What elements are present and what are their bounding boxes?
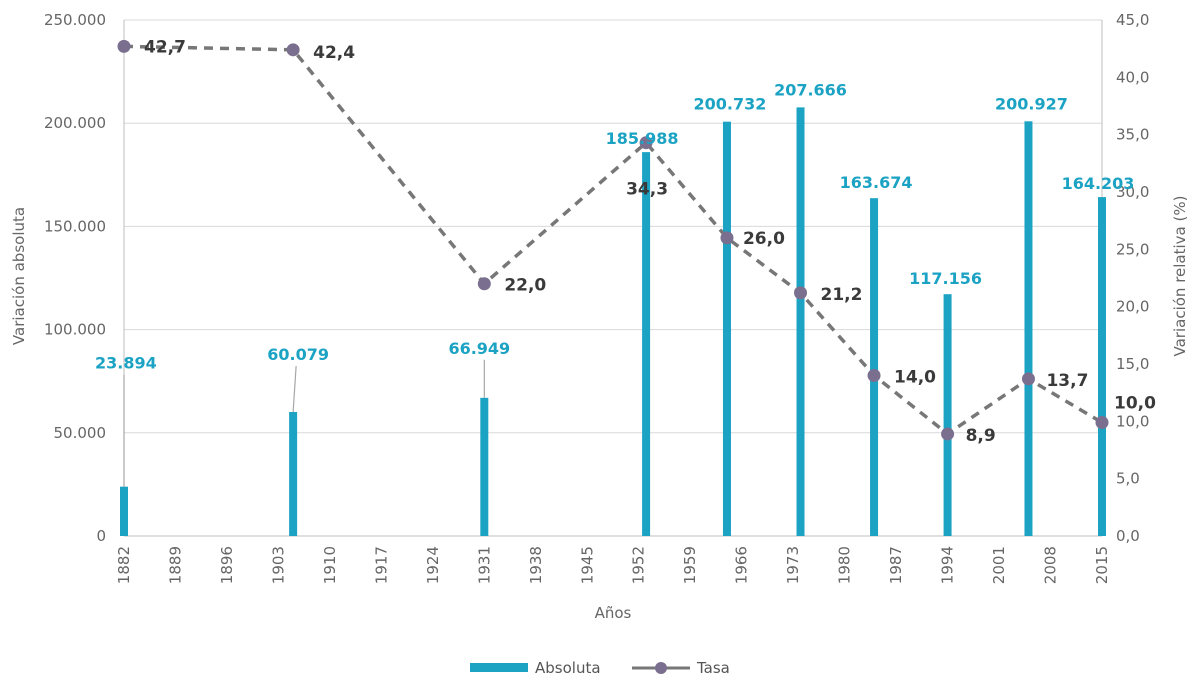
y-right-tick-label: 0,0	[1116, 527, 1140, 545]
bar	[1024, 121, 1033, 536]
x-tick-label: 1917	[372, 546, 390, 584]
line-series-tasa	[117, 39, 1109, 441]
rate-point	[639, 136, 653, 150]
rate-point	[941, 427, 955, 441]
rate-value-label: 8,9	[966, 426, 996, 446]
x-tick-label: 2001	[990, 546, 1008, 584]
rate-point	[477, 277, 491, 291]
x-tick-label: 1889	[166, 546, 184, 584]
y-right-tick-label: 35,0	[1116, 126, 1149, 144]
x-tick-label: 2008	[1042, 546, 1060, 584]
bar-value-label: 117.156	[909, 269, 982, 288]
x-tick-label: 1966	[733, 546, 751, 584]
x-axis-title: Años	[595, 604, 632, 622]
x-tick-label: 1924	[424, 546, 442, 584]
rate-point	[867, 368, 881, 382]
rate-value-label: 34,3	[626, 180, 668, 200]
x-tick-label: 2015	[1093, 546, 1111, 584]
y-right-tick-label: 40,0	[1116, 68, 1149, 86]
y-right-tick-label: 20,0	[1116, 298, 1149, 316]
y-left-tick-label: 50.000	[54, 424, 107, 442]
rate-value-label: 42,4	[313, 43, 355, 63]
bar	[722, 121, 731, 537]
axes: 0 50.000 100.000 150.000 200.000 250.000 0,0 5,…	[44, 11, 1149, 584]
rate-point	[286, 43, 300, 57]
x-tick-label: 1987	[887, 546, 905, 584]
bar-value-label: 207.666	[774, 80, 847, 99]
legend-swatch-absoluta	[470, 663, 528, 672]
rate-value-label: 22,0	[504, 276, 546, 296]
bar	[870, 198, 879, 536]
legend-label-tasa: Tasa	[696, 659, 730, 677]
bar-value-label: 200.732	[694, 95, 767, 114]
bar	[642, 152, 651, 536]
rate-value-label: 42,7	[144, 37, 186, 57]
data-labels: 23.894 60.079 66.949 185.988 200.732 207.666 1…	[95, 37, 1156, 446]
rate-point	[1021, 372, 1035, 386]
y-left-tick-label: 100.000	[44, 321, 106, 339]
bar	[796, 107, 805, 536]
bar-value-label: 23.894	[95, 354, 157, 373]
y-right-tick-label: 30,0	[1116, 183, 1149, 201]
y-axis-right-title: Variación relativa (%)	[1171, 196, 1189, 357]
x-tick-label: 1980	[836, 546, 854, 584]
bar-value-label: 163.674	[840, 173, 913, 192]
rate-value-label: 26,0	[743, 229, 785, 249]
grid-lines	[124, 19, 1102, 434]
y-right-tick-label: 10,0	[1116, 412, 1149, 430]
y-right-tick-label: 25,0	[1116, 240, 1149, 258]
rate-point	[1095, 415, 1109, 429]
rate-value-label: 10,0	[1114, 393, 1156, 413]
bar-series-absoluta	[120, 107, 1106, 537]
y-left-tick-label: 150.000	[44, 217, 106, 235]
x-tick-label: 1945	[578, 546, 596, 584]
x-tick-label: 1959	[681, 546, 699, 584]
y-left-tick-label: 0	[96, 527, 106, 545]
y-axis-left-title: Variación absoluta	[10, 207, 28, 345]
y-left-tick-label: 200.000	[44, 114, 106, 132]
rate-point	[117, 39, 131, 53]
leader-line	[292, 365, 297, 413]
rate-value-label: 13,7	[1046, 371, 1088, 391]
x-tick-label: 1952	[630, 546, 648, 584]
bar-value-label: 200.927	[995, 94, 1068, 113]
bar	[943, 294, 952, 536]
bar-value-label: 164.203	[1062, 174, 1135, 193]
bar-value-label: 185.988	[606, 129, 679, 148]
legend-label-absoluta: Absoluta	[535, 659, 601, 677]
x-tick-label: 1896	[218, 546, 236, 584]
bar-value-label: 60.079	[267, 345, 329, 364]
rate-value-label: 21,2	[821, 285, 863, 305]
rate-point	[794, 286, 808, 300]
x-tick-label: 1938	[527, 546, 545, 584]
x-tick-label: 1903	[269, 546, 287, 584]
x-tick-label: 1910	[321, 546, 339, 584]
bar	[289, 411, 298, 536]
x-tick-label: 1931	[475, 546, 493, 584]
y-right-tick-label: 5,0	[1116, 470, 1140, 488]
x-tick-label: 1994	[939, 546, 957, 584]
x-tick-label: 1882	[115, 546, 133, 584]
legend-swatch-tasa-marker	[655, 662, 667, 674]
bar	[120, 486, 128, 536]
label-leader-lines	[123, 359, 485, 487]
rate-line	[123, 44, 1103, 437]
y-right-tick-label: 15,0	[1116, 355, 1149, 373]
legend: Absoluta Tasa	[470, 659, 730, 677]
y-left-tick-label: 250.000	[44, 11, 106, 29]
rate-value-label: 14,0	[894, 367, 936, 387]
bar-value-label: 66.949	[448, 339, 510, 358]
bar	[480, 397, 489, 536]
bar	[1098, 197, 1106, 536]
y-right-tick-label: 45,0	[1116, 11, 1149, 29]
x-tick-label: 1973	[784, 546, 802, 584]
rate-point	[720, 231, 734, 245]
